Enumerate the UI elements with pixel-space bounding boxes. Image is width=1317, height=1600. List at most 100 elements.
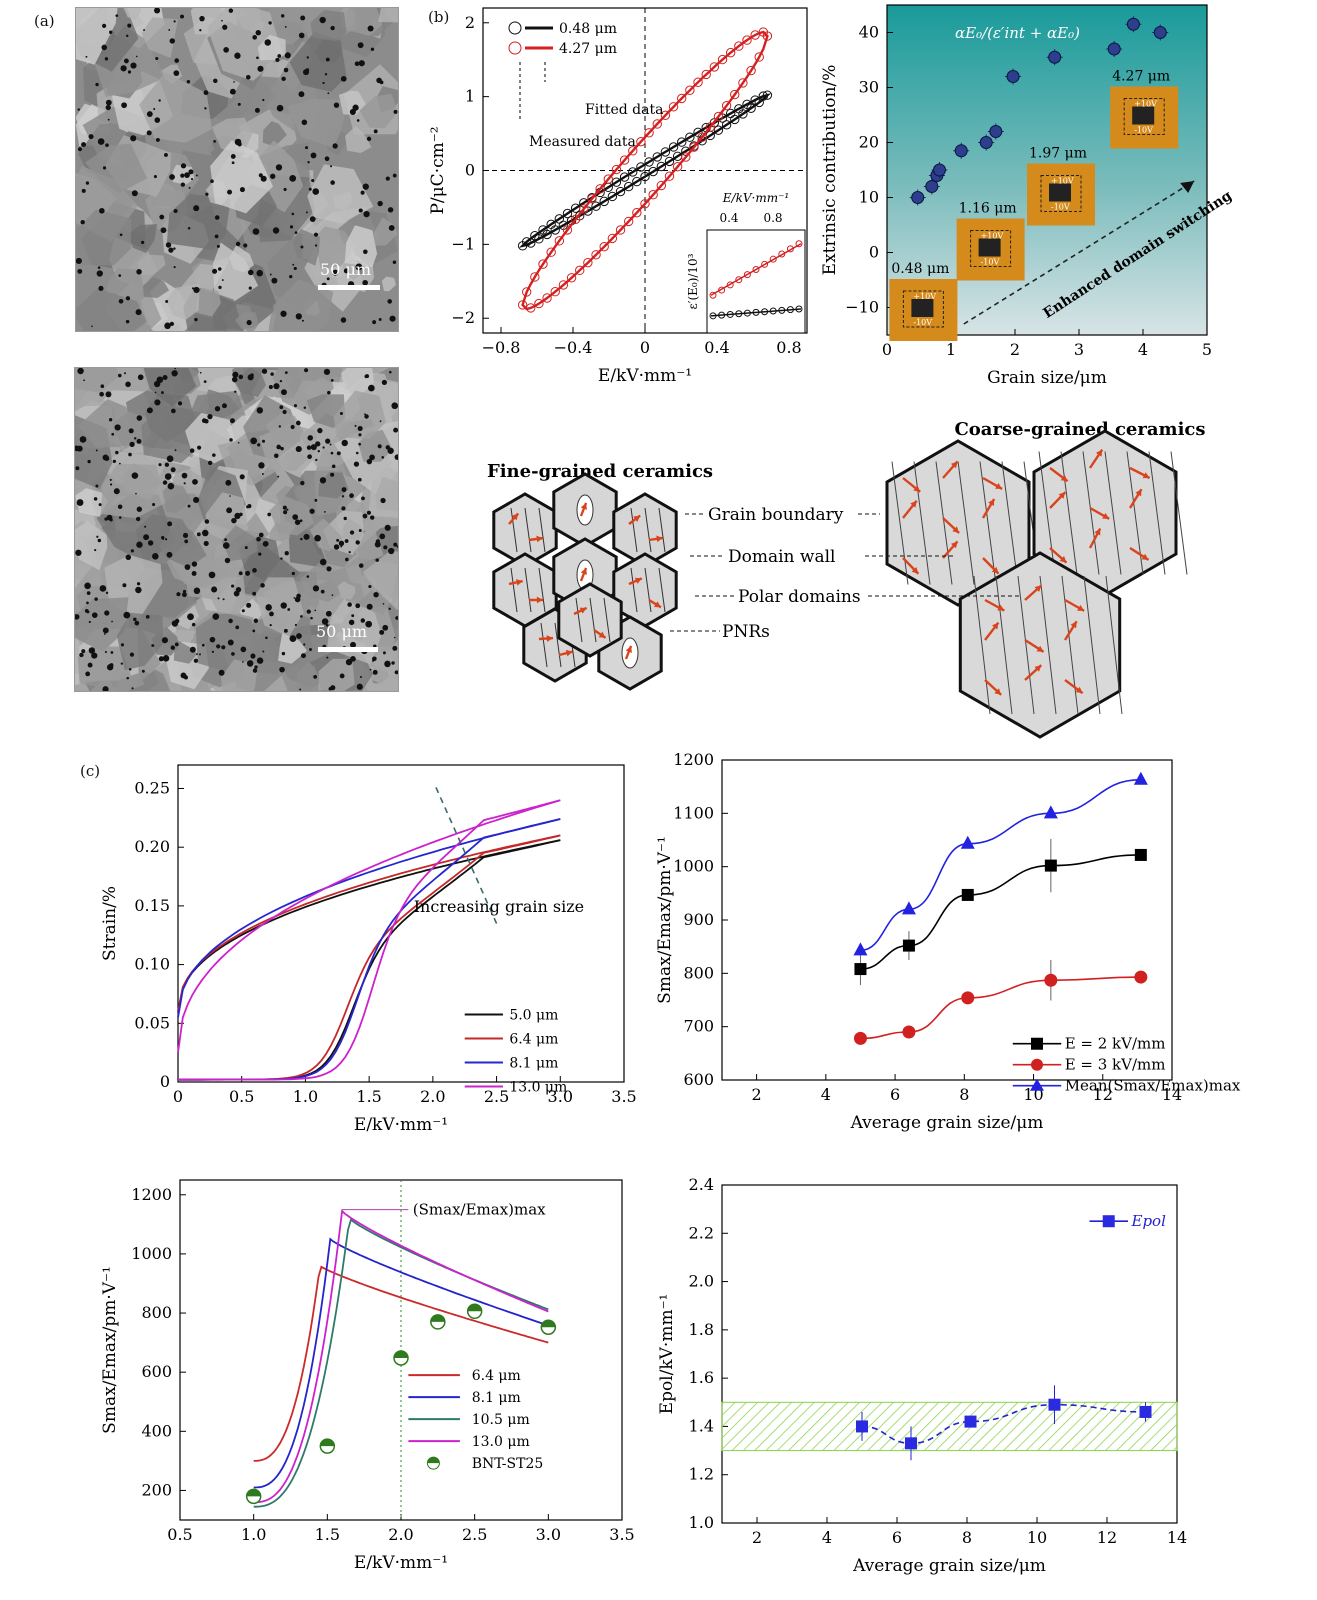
pore xyxy=(282,409,287,415)
x-tick-label: 1 xyxy=(946,340,956,359)
pore xyxy=(115,450,119,455)
pore xyxy=(176,592,181,597)
pore xyxy=(146,111,153,117)
pore xyxy=(303,406,307,410)
measured-point xyxy=(526,303,536,313)
measured-point xyxy=(697,132,707,142)
pore xyxy=(284,551,289,556)
hysteresis-chart: −0.8 −0.4 0 0.4 0.8 −2 −1 0 1 2 E/kV·mm⁻¹ P/μC·cm⁻²… xyxy=(425,0,825,395)
legend-marker xyxy=(508,21,522,35)
measured-point xyxy=(677,93,687,104)
y-tick-label: 10 xyxy=(859,188,879,207)
y-tick-label: 700 xyxy=(683,1017,714,1036)
pore xyxy=(382,603,385,605)
pore xyxy=(76,499,84,506)
pore xyxy=(204,419,209,424)
grain xyxy=(76,8,118,65)
pore xyxy=(218,669,225,676)
legend-marker xyxy=(1031,1037,1043,1050)
pfm-plus: +10V xyxy=(1134,100,1157,109)
inset-point xyxy=(743,271,751,279)
pore xyxy=(349,530,355,535)
pfm-minus: -10V xyxy=(913,318,932,327)
x-tick-label: 4 xyxy=(1138,340,1148,359)
pore xyxy=(393,109,398,114)
grain xyxy=(289,31,347,92)
measured-point xyxy=(701,69,711,80)
measured-point xyxy=(607,233,618,244)
pore xyxy=(252,568,257,573)
grain xyxy=(337,581,356,600)
pore xyxy=(350,641,357,648)
pore xyxy=(280,602,287,609)
bnt-point-fill xyxy=(430,1314,445,1322)
measured-point xyxy=(615,225,626,235)
x-tick-label: 0 xyxy=(173,1087,183,1106)
pore xyxy=(105,143,109,147)
pore xyxy=(152,503,156,507)
pore xyxy=(301,119,308,126)
pore xyxy=(193,286,200,294)
scalebar-1 xyxy=(318,285,380,290)
measured-point xyxy=(685,85,695,95)
polar-arrowhead xyxy=(511,513,519,521)
pore xyxy=(385,445,391,450)
pore xyxy=(253,618,259,623)
pore xyxy=(170,645,176,650)
polar-arrowhead xyxy=(1135,489,1142,497)
pnr xyxy=(621,637,639,669)
pore xyxy=(174,449,177,452)
pore xyxy=(319,558,327,566)
measured-point xyxy=(672,162,683,172)
pfm-plus: +10V xyxy=(981,232,1004,241)
pore xyxy=(312,188,320,195)
pore xyxy=(246,320,252,326)
data-point xyxy=(961,991,975,1005)
pore xyxy=(169,321,175,327)
domain-wall xyxy=(630,507,638,553)
pore xyxy=(362,513,368,519)
pore xyxy=(136,269,142,275)
pore xyxy=(305,211,308,214)
pore xyxy=(174,642,179,647)
pore xyxy=(357,477,362,482)
pore xyxy=(384,660,391,668)
pore xyxy=(180,163,187,169)
pore xyxy=(164,153,168,157)
measured-point xyxy=(534,298,544,309)
pore xyxy=(190,178,194,181)
pore xyxy=(129,441,135,448)
pore xyxy=(389,315,396,322)
pore xyxy=(234,138,242,146)
inset-point xyxy=(752,308,760,316)
pore xyxy=(359,675,362,679)
pore xyxy=(310,152,317,159)
pore xyxy=(289,175,297,182)
measured-point xyxy=(660,110,671,120)
pore xyxy=(75,549,82,556)
pore xyxy=(254,107,260,113)
pore xyxy=(112,459,117,463)
pore xyxy=(120,65,127,72)
pore xyxy=(234,512,241,520)
pore xyxy=(201,643,205,647)
pore xyxy=(162,655,170,662)
pfm-minus: -10V xyxy=(1051,203,1070,212)
measured-point xyxy=(734,41,744,51)
pore xyxy=(280,557,283,560)
grain xyxy=(365,379,398,411)
pore xyxy=(330,180,335,185)
polar-arrowhead xyxy=(911,567,919,574)
x-axis-label: Average grain size/μm xyxy=(850,1113,1044,1133)
pore xyxy=(123,372,127,375)
pore xyxy=(382,651,386,655)
legend-marker xyxy=(1102,1215,1115,1228)
pore xyxy=(302,69,310,76)
pore xyxy=(307,454,312,460)
pore xyxy=(203,380,207,384)
pore xyxy=(372,320,377,325)
domain-wall xyxy=(913,461,931,585)
pore xyxy=(275,57,280,62)
measured-point xyxy=(656,180,667,191)
grain xyxy=(372,649,397,673)
